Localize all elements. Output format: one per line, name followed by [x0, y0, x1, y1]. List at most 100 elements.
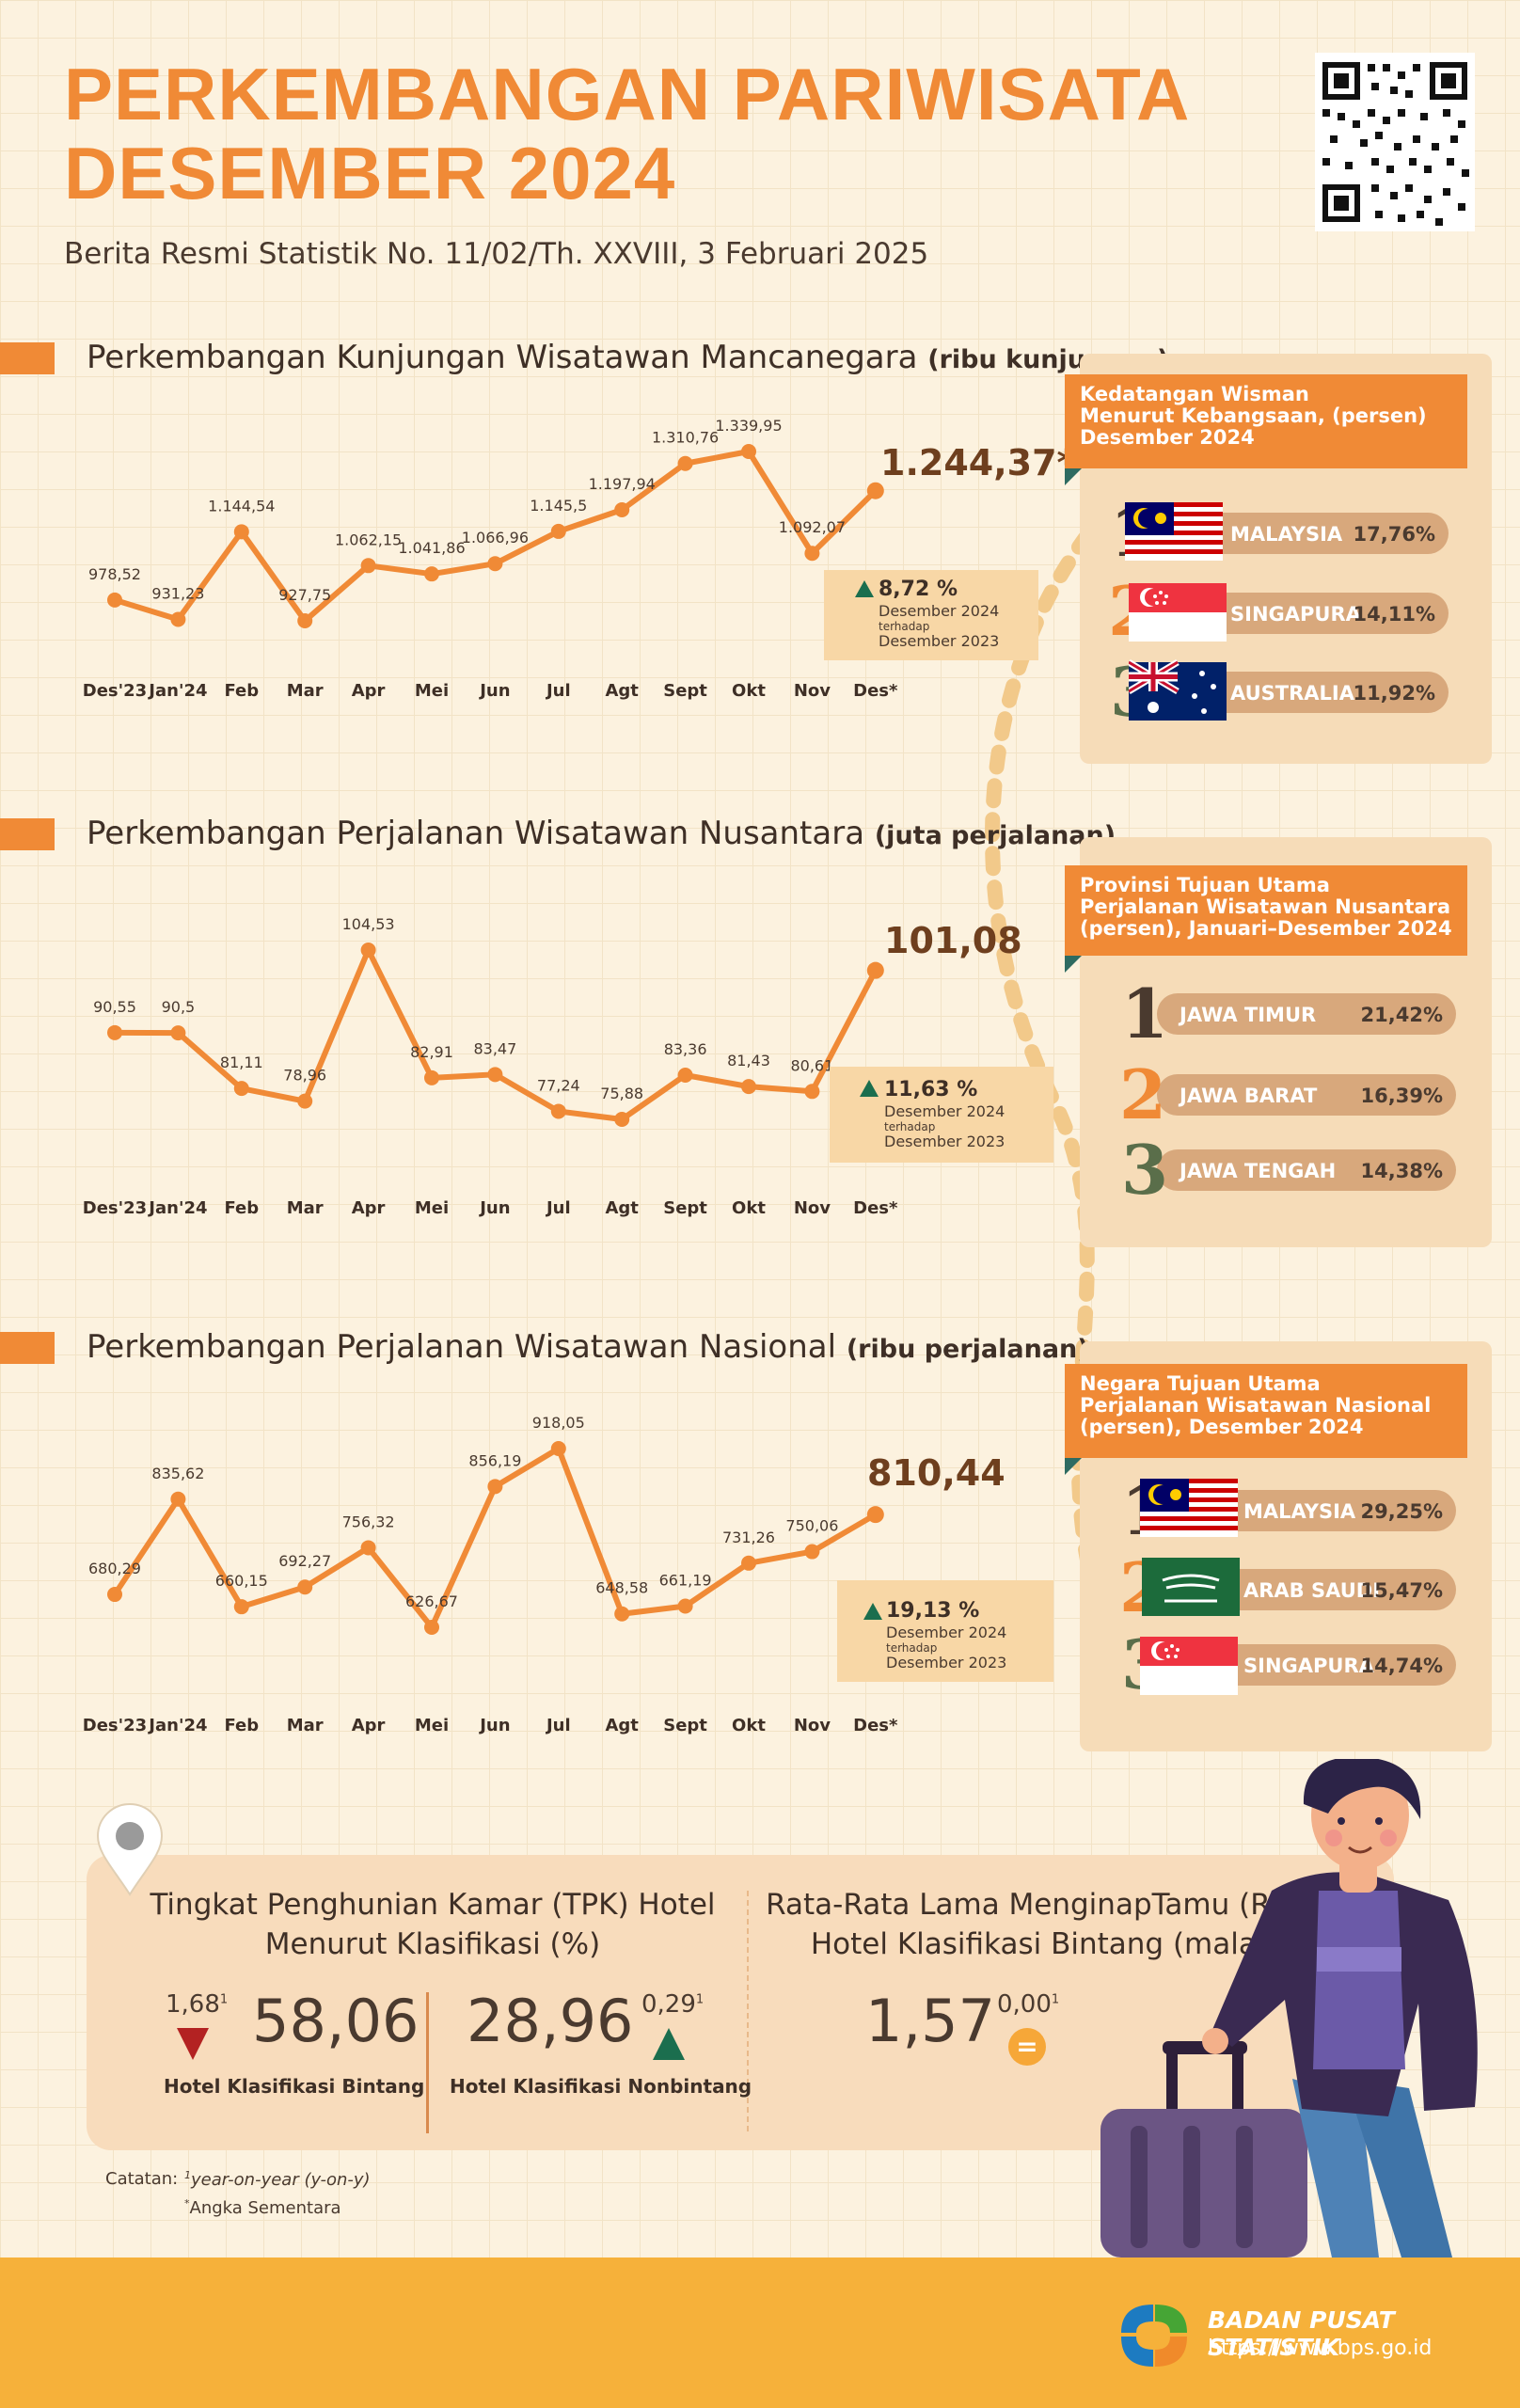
page-subtitle: Berita Resmi Statistik No. 11/02/Th. XXV…: [64, 237, 929, 271]
ranking-row-2: JAWA BARAT 16,39%: [1157, 1074, 1456, 1116]
data-point: [741, 444, 756, 459]
data-label: 1.066,96: [462, 529, 529, 547]
data-point: [487, 556, 503, 572]
x-tick-label: Mei: [415, 1716, 449, 1735]
ranking-row-1: MALAYSIA 17,76%: [1193, 513, 1449, 554]
x-tick-label: Jun: [478, 1716, 510, 1735]
ranking-name: SINGAPURA: [1243, 1655, 1374, 1677]
data-point: [360, 1540, 376, 1556]
ranking-header-line-1: Negara Tujuan Utama: [1080, 1372, 1321, 1395]
change-base: Desember 2023: [884, 1133, 1005, 1150]
australia-flag-icon: [1129, 658, 1227, 721]
data-point: [866, 482, 884, 499]
x-tick-label: Mei: [415, 1198, 449, 1218]
note-1-marker: 1: [184, 2169, 191, 2181]
change-box-wisnas: 19,13 % Desember 2024 terhadap Desember …: [837, 1580, 1053, 1682]
ranking-header-line-3: Desember 2024: [1080, 426, 1255, 449]
x-tick-label: Des'23: [83, 1716, 147, 1735]
ranking-header-line-2: Perjalanan Wisatawan Nusantara: [1080, 895, 1451, 918]
ranking-number: 2: [1119, 1054, 1167, 1134]
x-tick-label: Sept: [663, 1198, 707, 1218]
data-point: [550, 1441, 566, 1456]
tpk-divider: [426, 1992, 429, 2133]
data-point: [170, 1025, 186, 1041]
data-label: 1.197,94: [589, 475, 656, 493]
qr-code-icon[interactable]: [1315, 53, 1475, 231]
data-label: 692,27: [278, 1552, 331, 1570]
rlmt-title: Rata-Rata Lama MenginapTamu (RLMT) Hotel…: [752, 1885, 1354, 1964]
data-label: 680,29: [88, 1560, 141, 1577]
x-tick-label: Feb: [224, 1198, 259, 1218]
data-point: [107, 1587, 122, 1603]
data-point: [107, 592, 122, 608]
data-point: [170, 1491, 186, 1507]
ranking-row-3: JAWA TENGAH 14,38%: [1157, 1149, 1456, 1191]
data-label: 1.092,07: [779, 518, 846, 536]
change-base: Desember 2023: [886, 1654, 1007, 1671]
section-unit: (ribu perjalanan): [846, 1335, 1089, 1364]
x-tick-label: Jan'24: [147, 1198, 207, 1218]
data-point: [360, 558, 376, 574]
saudi-flag-icon: [1142, 1558, 1240, 1616]
footnote-marker: 1: [1051, 1992, 1060, 2007]
ranking-name: MALAYSIA: [1230, 523, 1343, 546]
data-point: [614, 502, 630, 518]
ranking-header-line-3: (persen), Januari–Desember 2024: [1080, 917, 1452, 940]
x-tick-label: Sept: [663, 681, 707, 701]
data-label: 731,26: [722, 1529, 775, 1546]
footer-url[interactable]: https://www.bps.go.id: [1208, 2337, 1433, 2360]
data-point: [233, 1081, 249, 1097]
x-tick-label: Agt: [605, 681, 639, 701]
x-tick-label: Des*: [853, 1716, 898, 1735]
ranking-pct: 11,92%: [1353, 682, 1435, 705]
change-pct: 8,72 %: [879, 578, 958, 601]
traveler-illustration: [1100, 1759, 1478, 2258]
change-base: Desember 2023: [879, 632, 1000, 650]
data-label: 648,58: [595, 1579, 648, 1597]
chart-highlight-wisnas: 810,44: [867, 1452, 1005, 1494]
ranking-header-line-2: Menurut Kebangsaan, (persen): [1080, 404, 1427, 427]
x-tick-label: Okt: [732, 1716, 766, 1735]
tpk-nonbintang-change: 0,291: [641, 1990, 704, 2019]
ranking-pct: 14,11%: [1353, 603, 1435, 626]
x-tick-label: Jan'24: [147, 681, 207, 701]
footer-bar: [0, 2258, 1520, 2408]
location-pin-icon: [96, 1803, 164, 1896]
x-tick-label: Jun: [478, 1198, 510, 1218]
data-point: [170, 611, 186, 627]
change-relation: terhadap: [886, 1641, 938, 1655]
series-line: [114, 947, 879, 1122]
malaysia-flag-icon: [1125, 502, 1223, 561]
data-point: [107, 1024, 122, 1040]
x-tick-label: Feb: [224, 1716, 259, 1735]
section-unit: (juta perjalanan): [874, 821, 1116, 850]
rlmt-value: 1,57: [865, 1987, 996, 2055]
ranking-row-3: SINGAPURA 14,74%: [1206, 1644, 1456, 1686]
section-title-text: Perkembangan Perjalanan Wisatawan Nasion…: [87, 1328, 837, 1366]
ranking-header-line-3: (persen), Desember 2024: [1080, 1416, 1364, 1438]
down-arrow-icon: [177, 2028, 209, 2060]
ranking-name: JAWA TENGAH: [1180, 1160, 1337, 1182]
up-arrow-icon: [860, 1080, 879, 1097]
footer-org: BADAN PUSAT STATISTIK: [1208, 2306, 1395, 2361]
change-box-wisman: 8,72 % Desember 2024 terhadap Desember 2…: [824, 570, 1038, 660]
tpk-bintang-change-value: 1,68: [166, 1990, 220, 2019]
data-label: 83,47: [473, 1039, 516, 1057]
data-point: [550, 1103, 566, 1119]
ranking-header-wisnas: Negara Tujuan Utama Perjalanan Wisatawan…: [1065, 1364, 1467, 1475]
x-tick-label: Okt: [732, 1198, 766, 1218]
data-label: 1.041,86: [398, 539, 465, 557]
change-relation: terhadap: [884, 1120, 936, 1133]
data-point: [614, 1112, 630, 1127]
malaysia-flag-icon: [1140, 1479, 1238, 1537]
chart-highlight-wisnus: 101,08: [884, 920, 1022, 961]
section-marker-wisnus: [0, 818, 55, 850]
x-tick-label: Des'23: [83, 1198, 147, 1218]
data-label: 1.062,15: [335, 531, 402, 548]
ranking-row-3: AUSTRALIA 11,92%: [1193, 672, 1449, 713]
section-title-text: Perkembangan Perjalanan Wisatawan Nusant…: [87, 815, 865, 852]
ranking-pct: 15,47%: [1360, 1579, 1443, 1602]
ranking-row-2: ARAB SAUDI 15,47%: [1206, 1569, 1456, 1610]
section-marker-wisnas: [0, 1332, 55, 1364]
data-label: 835,62: [151, 1465, 204, 1482]
